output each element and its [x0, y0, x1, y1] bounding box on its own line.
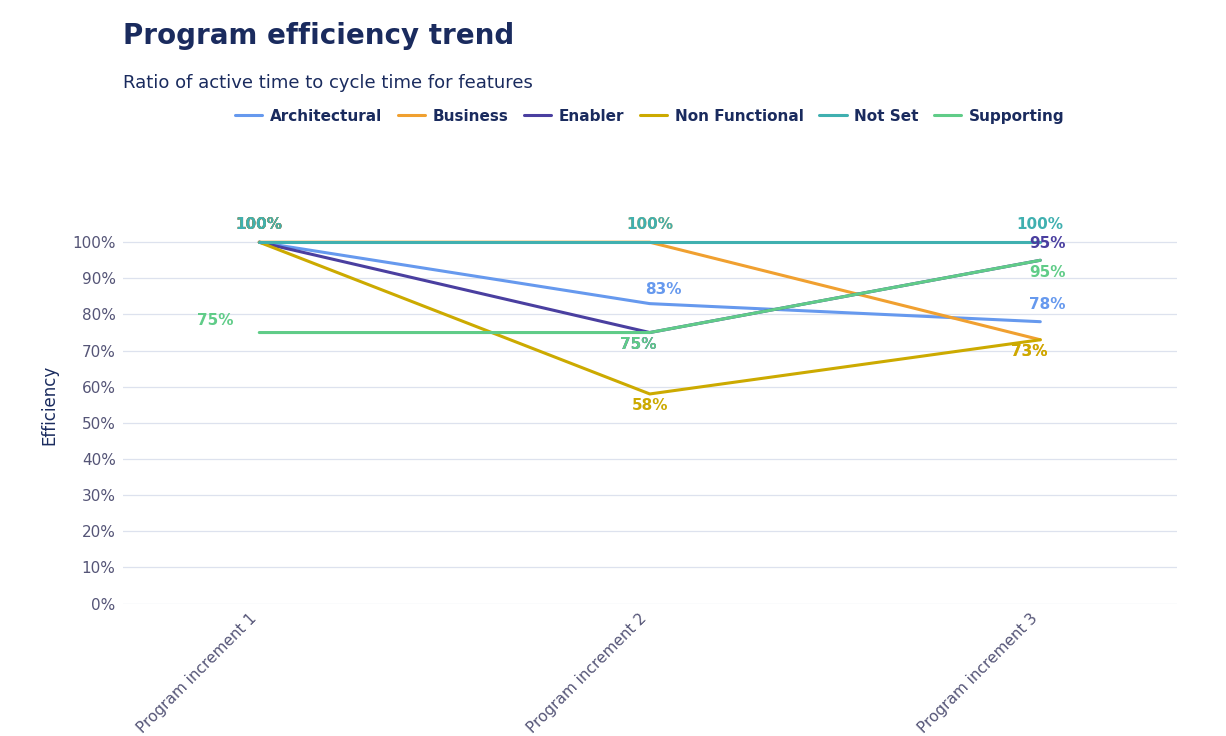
Business — [642, 238, 657, 247]
Line: Non Functional: Non Functional — [259, 242, 1041, 394]
Text: Ratio of active time to cycle time for features: Ratio of active time to cycle time for f… — [123, 74, 532, 91]
Architectural — [251, 238, 266, 247]
Business — [251, 238, 266, 247]
Text: 95%: 95% — [1029, 265, 1065, 280]
Business — [1034, 336, 1048, 344]
Text: 100%: 100% — [235, 218, 283, 233]
Text: 100%: 100% — [1016, 218, 1064, 233]
Text: 73%: 73% — [1011, 344, 1047, 359]
Supporting — [251, 328, 266, 337]
Enabler — [642, 328, 657, 337]
Line: Architectural: Architectural — [259, 242, 1041, 322]
Text: 100%: 100% — [626, 218, 673, 233]
Enabler — [251, 238, 266, 247]
Text: 75%: 75% — [620, 337, 657, 352]
Text: 75%: 75% — [620, 337, 657, 352]
Text: 100%: 100% — [235, 218, 283, 233]
Architectural — [1034, 317, 1048, 326]
Line: Business: Business — [259, 242, 1041, 340]
Text: 73%: 73% — [1011, 344, 1047, 359]
Supporting — [642, 328, 657, 337]
Legend: Architectural, Business, Enabler, Non Functional, Not Set, Supporting: Architectural, Business, Enabler, Non Fu… — [229, 102, 1070, 130]
Non Functional — [1034, 336, 1048, 344]
Supporting — [1034, 256, 1048, 265]
Text: 100%: 100% — [235, 218, 283, 233]
Text: 83%: 83% — [645, 282, 682, 297]
Not Set — [251, 238, 266, 247]
Text: 95%: 95% — [1029, 236, 1065, 250]
Text: 100%: 100% — [235, 218, 283, 233]
Non Functional — [251, 238, 266, 247]
Text: 100%: 100% — [235, 218, 283, 233]
Text: 75%: 75% — [196, 314, 233, 328]
Line: Enabler: Enabler — [259, 242, 1041, 333]
Text: 78%: 78% — [1029, 297, 1065, 312]
Architectural — [642, 300, 657, 308]
Text: Program efficiency trend: Program efficiency trend — [123, 22, 514, 50]
Text: 100%: 100% — [626, 218, 673, 233]
Not Set — [642, 238, 657, 247]
Text: 58%: 58% — [631, 398, 668, 414]
Y-axis label: Efficiency: Efficiency — [40, 364, 59, 445]
Not Set — [1034, 238, 1048, 247]
Non Functional — [642, 389, 657, 398]
Enabler — [1034, 256, 1048, 265]
Line: Supporting: Supporting — [259, 261, 1041, 333]
